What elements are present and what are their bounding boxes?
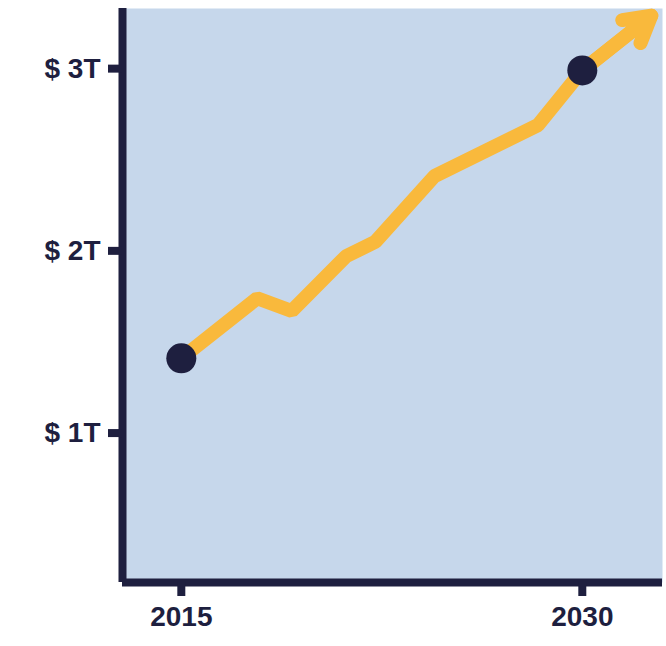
svg-text:$ 2T: $ 2T (44, 235, 100, 266)
svg-text:2030: 2030 (551, 601, 613, 632)
svg-text:$ 3T: $ 3T (44, 53, 100, 84)
svg-text:$ 1T: $ 1T (44, 417, 100, 448)
svg-text:2015: 2015 (150, 601, 212, 632)
